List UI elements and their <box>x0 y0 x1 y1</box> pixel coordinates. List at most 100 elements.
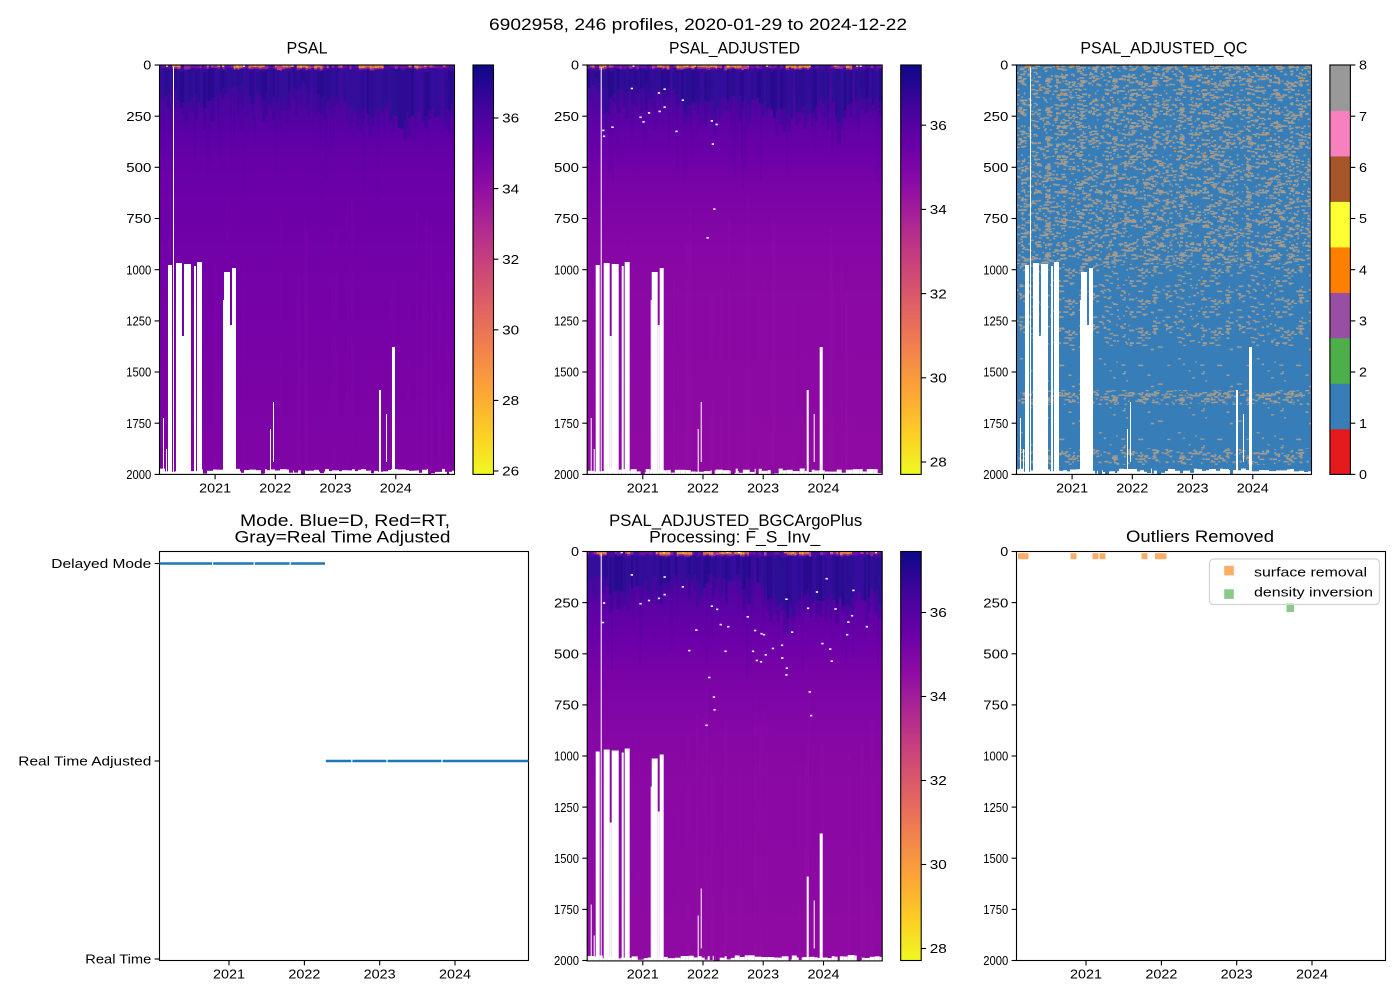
svg-text:PSAL_ADJUSTED_BGCArgoPlus: PSAL_ADJUSTED_BGCArgoPlus <box>609 512 862 530</box>
svg-text:250: 250 <box>983 109 1008 124</box>
svg-text:250: 250 <box>126 109 151 124</box>
svg-text:PSAL: PSAL <box>287 40 328 58</box>
svg-text:34: 34 <box>930 202 947 217</box>
svg-text:PSAL_ADJUSTED_QC: PSAL_ADJUSTED_QC <box>1080 40 1247 58</box>
svg-text:28: 28 <box>502 393 519 408</box>
svg-text:750: 750 <box>126 211 151 226</box>
svg-text:surface removal: surface removal <box>1254 565 1367 580</box>
svg-text:500: 500 <box>983 160 1008 175</box>
svg-text:Mode. Blue=D, Red=RT,: Mode. Blue=D, Red=RT, <box>240 512 450 530</box>
svg-text:0: 0 <box>143 58 151 73</box>
svg-text:1000: 1000 <box>983 749 1008 764</box>
svg-text:30: 30 <box>502 323 519 338</box>
svg-text:36: 36 <box>502 111 519 126</box>
svg-text:1750: 1750 <box>554 902 579 917</box>
svg-text:2023: 2023 <box>320 480 352 495</box>
svg-text:36: 36 <box>930 118 947 133</box>
svg-text:250: 250 <box>554 595 579 610</box>
svg-text:1750: 1750 <box>126 416 151 431</box>
svg-text:34: 34 <box>930 689 947 704</box>
svg-text:3: 3 <box>1359 314 1367 329</box>
svg-text:2021: 2021 <box>199 480 231 495</box>
svg-text:750: 750 <box>983 698 1008 713</box>
svg-text:250: 250 <box>983 595 1008 610</box>
svg-text:2024: 2024 <box>808 967 840 982</box>
svg-text:7: 7 <box>1359 109 1367 124</box>
svg-text:2021: 2021 <box>627 480 659 495</box>
svg-text:750: 750 <box>983 211 1008 226</box>
svg-text:32: 32 <box>930 286 947 301</box>
svg-text:1750: 1750 <box>983 902 1008 917</box>
svg-text:2000: 2000 <box>554 953 579 968</box>
svg-text:Outliers Removed: Outliers Removed <box>1126 528 1274 546</box>
svg-text:2024: 2024 <box>1237 480 1269 495</box>
svg-text:5: 5 <box>1359 211 1367 226</box>
svg-text:1500: 1500 <box>554 365 579 380</box>
svg-text:0: 0 <box>1359 467 1367 482</box>
svg-text:750: 750 <box>554 211 579 226</box>
svg-text:28: 28 <box>930 455 947 470</box>
svg-text:1000: 1000 <box>554 749 579 764</box>
svg-text:32: 32 <box>930 773 947 788</box>
svg-text:36: 36 <box>930 605 947 620</box>
svg-text:1500: 1500 <box>126 365 151 380</box>
svg-text:2024: 2024 <box>808 480 840 495</box>
svg-text:1000: 1000 <box>983 262 1008 277</box>
svg-text:2021: 2021 <box>1056 480 1088 495</box>
svg-text:2023: 2023 <box>1221 967 1253 982</box>
svg-text:0: 0 <box>571 544 579 559</box>
svg-text:Real Time: Real Time <box>85 952 151 967</box>
svg-text:2000: 2000 <box>126 467 151 482</box>
svg-text:2023: 2023 <box>747 967 779 982</box>
svg-text:6902958, 246 profiles, 2020-01: 6902958, 246 profiles, 2020-01-29 to 202… <box>489 16 907 34</box>
svg-text:2024: 2024 <box>1296 967 1328 982</box>
svg-text:26: 26 <box>502 464 519 479</box>
svg-text:2022: 2022 <box>687 480 719 495</box>
svg-text:500: 500 <box>554 160 579 175</box>
svg-text:0: 0 <box>571 58 579 73</box>
svg-text:0: 0 <box>1000 544 1008 559</box>
svg-text:2021: 2021 <box>627 967 659 982</box>
svg-text:PSAL_ADJUSTED: PSAL_ADJUSTED <box>669 40 800 58</box>
svg-text:2022: 2022 <box>288 967 320 982</box>
svg-text:1250: 1250 <box>554 314 579 329</box>
svg-text:500: 500 <box>983 647 1008 662</box>
svg-text:2021: 2021 <box>1070 967 1102 982</box>
svg-text:500: 500 <box>126 160 151 175</box>
svg-text:Real Time Adjusted: Real Time Adjusted <box>18 754 151 769</box>
svg-text:2024: 2024 <box>439 967 471 982</box>
svg-text:2021: 2021 <box>213 967 245 982</box>
svg-text:1250: 1250 <box>554 800 579 815</box>
svg-text:1250: 1250 <box>983 800 1008 815</box>
svg-text:2023: 2023 <box>364 967 396 982</box>
svg-text:1000: 1000 <box>554 262 579 277</box>
svg-text:2000: 2000 <box>554 467 579 482</box>
svg-text:1000: 1000 <box>126 262 151 277</box>
svg-text:2022: 2022 <box>1116 480 1148 495</box>
svg-text:1250: 1250 <box>983 314 1008 329</box>
svg-text:30: 30 <box>930 857 947 872</box>
svg-text:250: 250 <box>554 109 579 124</box>
svg-text:2024: 2024 <box>380 480 412 495</box>
svg-text:2: 2 <box>1359 365 1367 380</box>
svg-text:34: 34 <box>502 181 519 196</box>
svg-text:Gray=Real Time Adjusted: Gray=Real Time Adjusted <box>235 529 451 547</box>
svg-text:2022: 2022 <box>259 480 291 495</box>
svg-text:32: 32 <box>502 252 519 267</box>
svg-text:4: 4 <box>1359 262 1367 277</box>
svg-text:Processing: F_S_Inv_: Processing: F_S_Inv_ <box>649 529 821 547</box>
svg-text:2023: 2023 <box>1177 480 1209 495</box>
svg-text:1500: 1500 <box>554 851 579 866</box>
svg-text:500: 500 <box>554 647 579 662</box>
svg-text:1750: 1750 <box>983 416 1008 431</box>
svg-text:2023: 2023 <box>747 480 779 495</box>
svg-text:2022: 2022 <box>687 967 719 982</box>
svg-text:1750: 1750 <box>554 416 579 431</box>
svg-text:750: 750 <box>554 698 579 713</box>
svg-text:Delayed Mode: Delayed Mode <box>51 556 151 571</box>
svg-text:1500: 1500 <box>983 365 1008 380</box>
svg-text:2022: 2022 <box>1145 967 1177 982</box>
svg-text:28: 28 <box>930 941 947 956</box>
svg-text:8: 8 <box>1359 58 1367 73</box>
svg-text:0: 0 <box>1000 58 1008 73</box>
